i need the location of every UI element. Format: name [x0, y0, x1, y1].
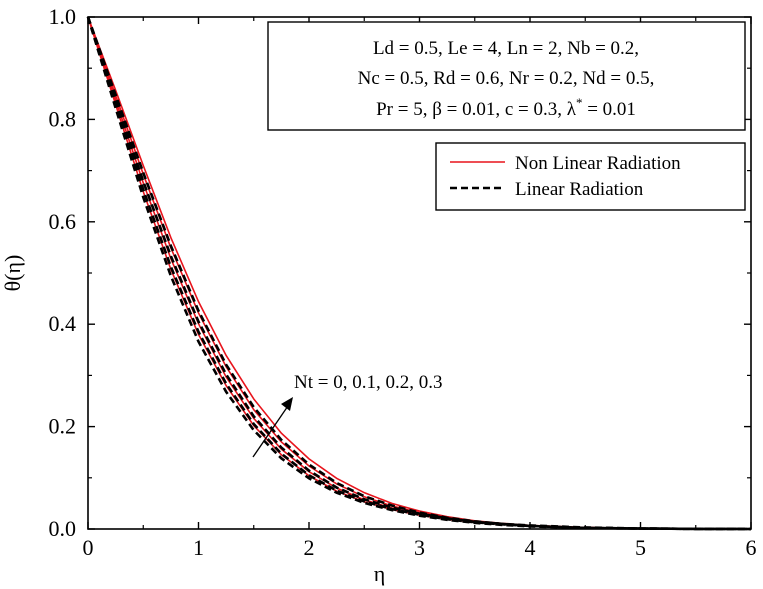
x-tick-label: 3 [414, 535, 425, 560]
nt-annotation: Nt = 0, 0.1, 0.2, 0.3 [252, 372, 442, 458]
linear-radiation-curve-1 [86, 16, 752, 531]
legend-label-linear: Linear Radiation [515, 179, 644, 200]
increase-arrow [252, 402, 291, 458]
parameter-line-3-end: = 0.01 [582, 99, 635, 120]
y-tick-label: 0.4 [49, 311, 77, 336]
parameter-line-1: Ld = 0.5, Le = 4, Ln = 2, Nb = 0.2, [373, 38, 639, 59]
parameter-line-3: Pr = 5, β = 0.01, c = 0.3, λ* = 0.01 [376, 95, 636, 120]
x-tick-label: 4 [525, 535, 536, 560]
axis-ticks [87, 16, 752, 530]
legend-label-nonlinear: Non Linear Radiation [515, 153, 681, 174]
y-tick-label: 0.8 [49, 106, 77, 131]
x-axis-title: η [374, 561, 386, 586]
arrow-head-icon [281, 397, 293, 411]
y-axis-title: θ(η) [0, 255, 25, 292]
parameter-box: Ld = 0.5, Le = 4, Ln = 2, Nb = 0.2, Nc =… [267, 21, 746, 131]
parameter-line-2: Nc = 0.5, Rd = 0.6, Nr = 0.2, Nd = 0.5, [358, 68, 655, 89]
y-tick-label: 0.0 [49, 516, 77, 541]
curve-group [86, 16, 752, 531]
linear-radiation-curve-3 [86, 16, 752, 531]
parameter-line-3-main: Pr = 5, β = 0.01, c = 0.3, λ [376, 99, 577, 120]
nt-annotation-label: Nt = 0, 0.1, 0.2, 0.3 [294, 372, 442, 393]
x-tick-label: 0 [83, 535, 94, 560]
legend: Non Linear Radiation Linear Radiation [435, 142, 746, 211]
lambda-superscript: * [576, 95, 583, 110]
x-tick-label: 6 [746, 535, 757, 560]
y-tick-label: 0.2 [49, 414, 77, 439]
x-tick-label: 1 [193, 535, 204, 560]
y-tick-label: 0.6 [49, 209, 77, 234]
parameter-box-frame [267, 21, 746, 131]
x-tick-label: 2 [304, 535, 315, 560]
y-tick-label: 1.0 [49, 4, 77, 29]
axis-tick-labels: 0 1 2 3 4 5 6 0.0 0.2 0.4 0.6 0.8 1.0 [49, 4, 757, 560]
legend-frame [435, 142, 746, 211]
x-tick-label: 5 [635, 535, 646, 560]
